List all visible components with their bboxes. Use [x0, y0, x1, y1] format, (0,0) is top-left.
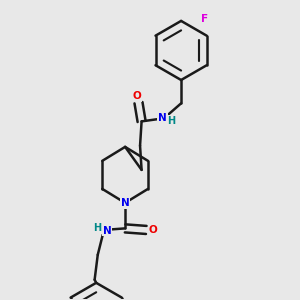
Text: O: O: [133, 92, 141, 101]
Text: N: N: [158, 113, 167, 123]
Text: F: F: [201, 14, 208, 24]
Text: H: H: [93, 224, 101, 233]
Text: H: H: [167, 116, 175, 126]
Text: O: O: [149, 225, 158, 235]
Text: N: N: [121, 198, 130, 208]
Text: N: N: [103, 226, 111, 236]
